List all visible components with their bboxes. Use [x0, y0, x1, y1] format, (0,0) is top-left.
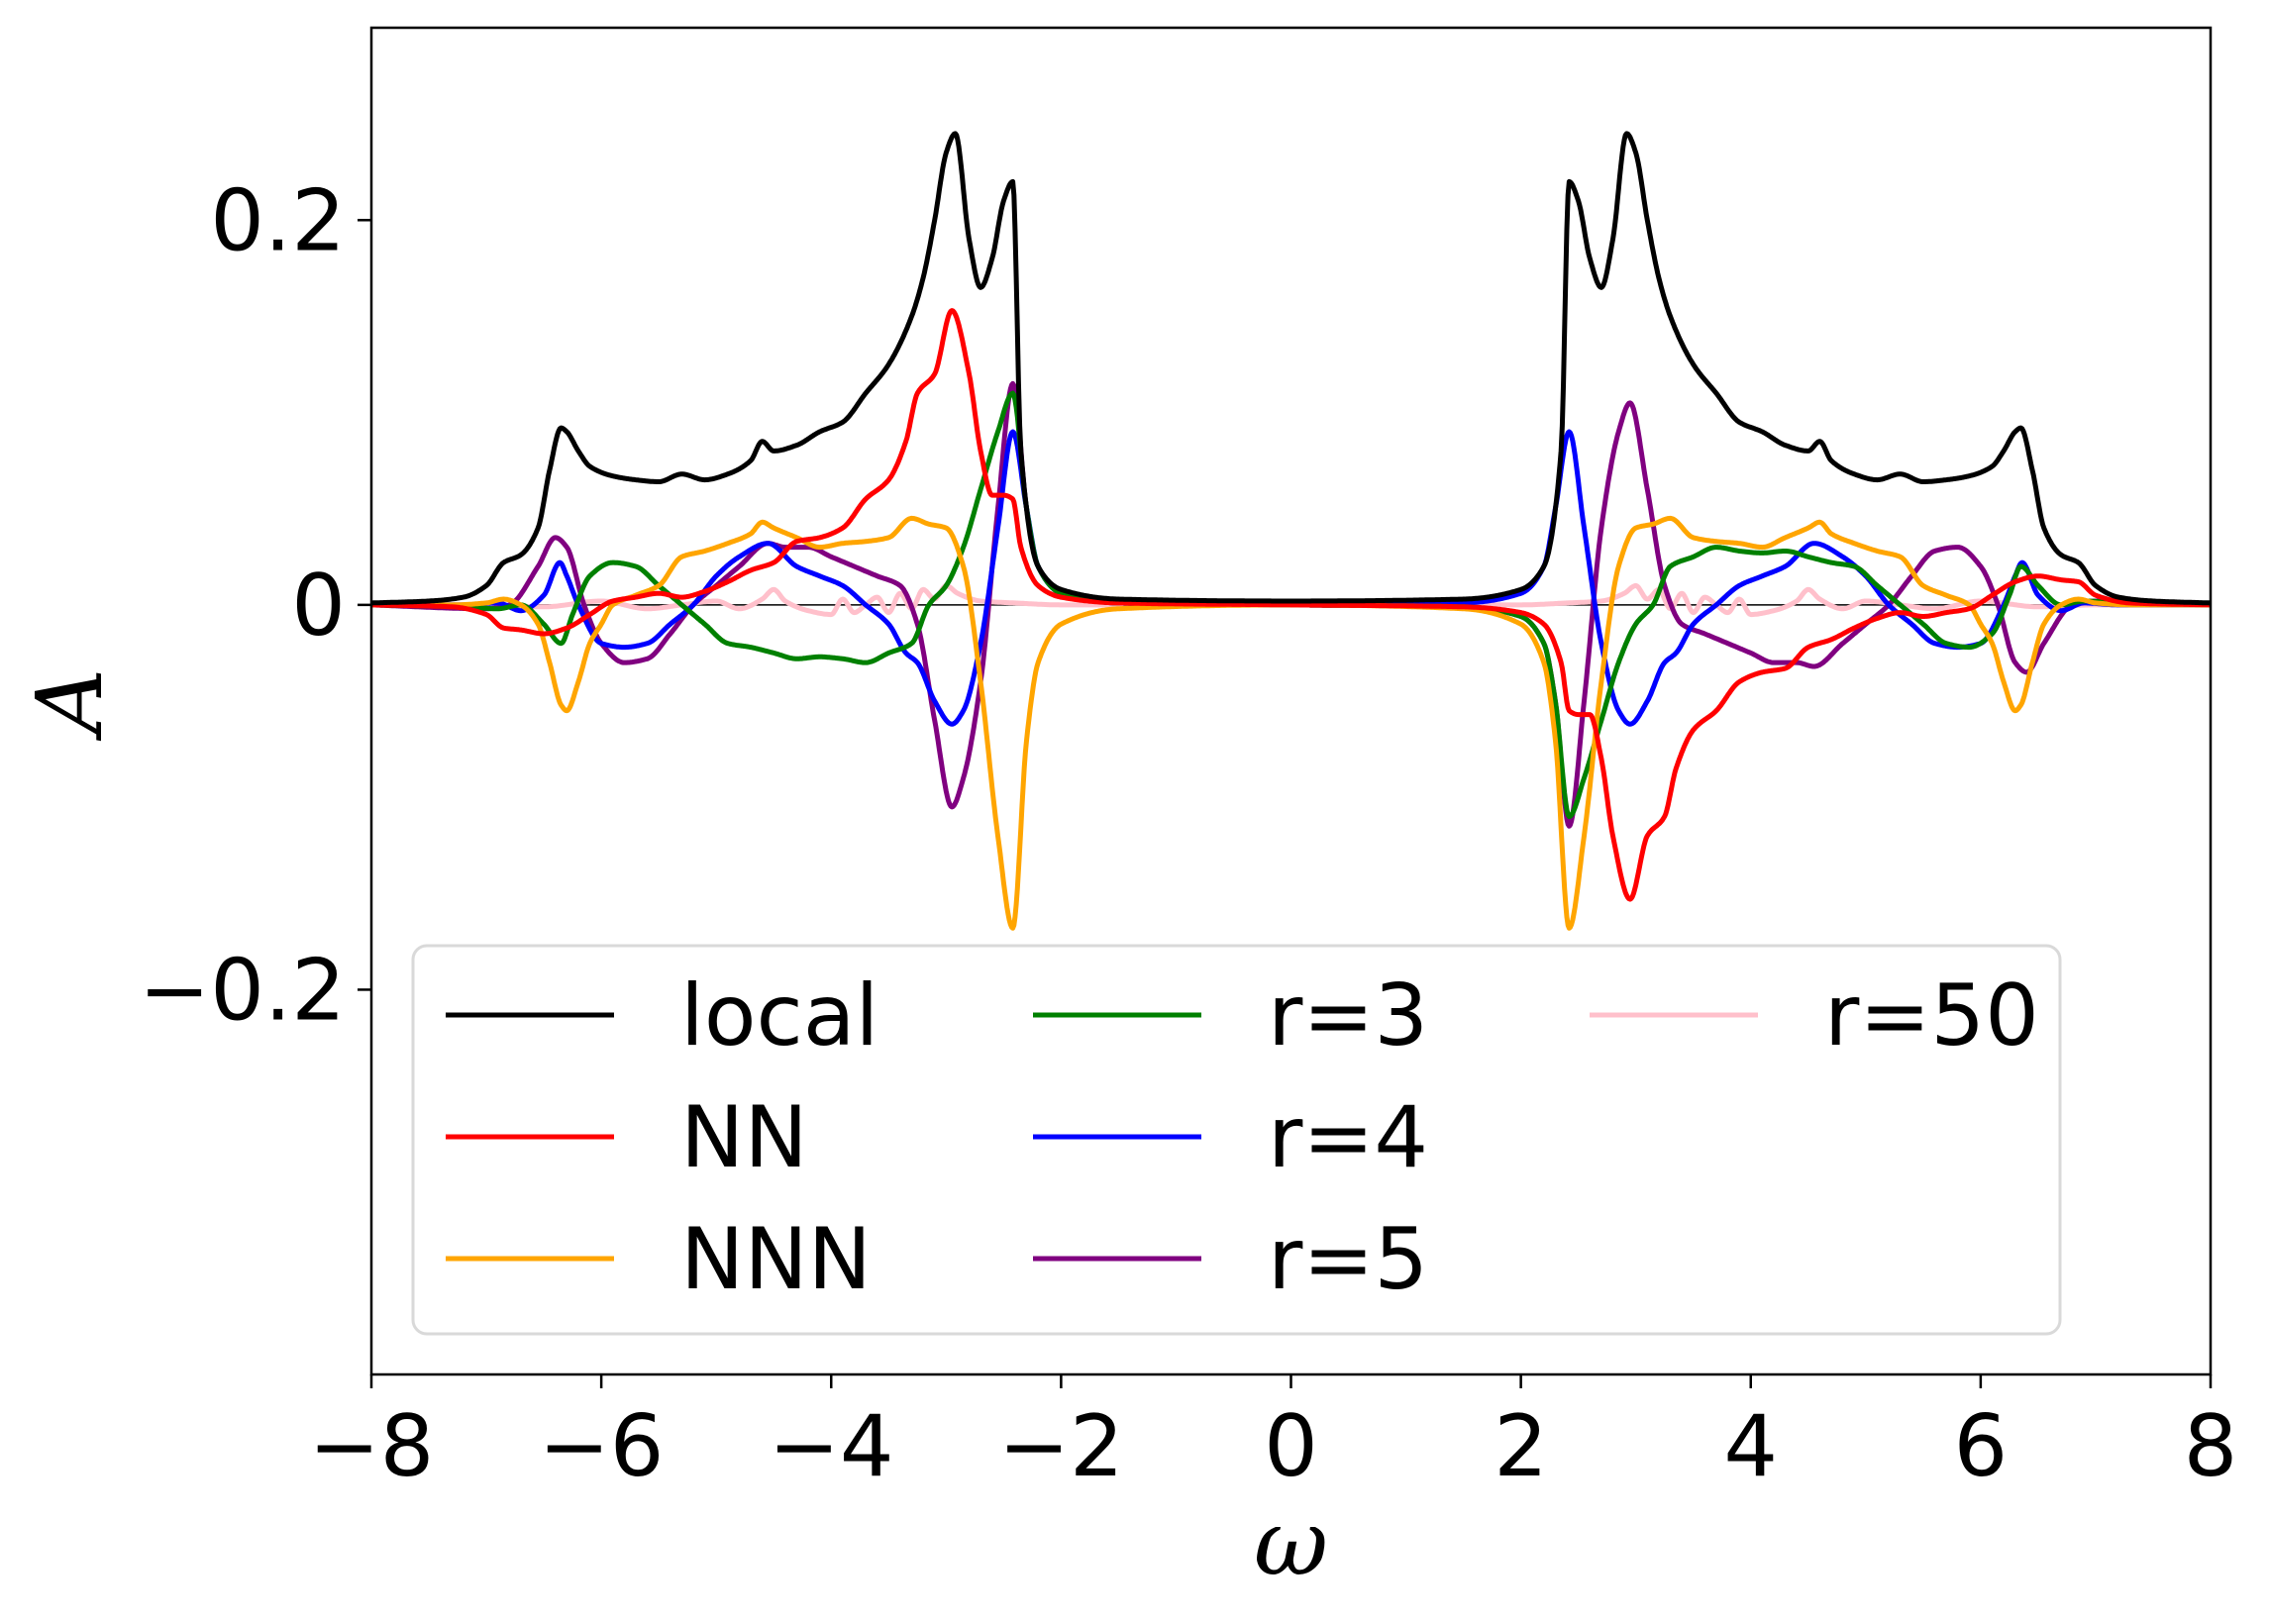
- x-tick-label: −6: [539, 1397, 665, 1496]
- y-tick-label: 0: [291, 557, 346, 656]
- y-tick-label: −0.2: [139, 941, 346, 1040]
- legend-entry: r=50: [1590, 966, 2039, 1066]
- legend-entry: r=5: [1033, 1210, 1428, 1309]
- x-tick-label: 0: [1264, 1397, 1318, 1496]
- series-line-nn: [369, 308, 2213, 902]
- y-axis-title: A: [17, 668, 123, 742]
- legend-entry: r=4: [1033, 1088, 1428, 1187]
- axes: −8 −6 −4 −2 0 2 4 6 8 −0.2 0 0.2 ω A: [17, 26, 2238, 1596]
- y-tick-label: 0.2: [210, 171, 346, 270]
- series-line-local: [369, 131, 2213, 606]
- legend-entry: r=3: [1033, 966, 1428, 1066]
- legend-label: r=4: [1268, 1088, 1428, 1187]
- x-tick-label: 8: [2184, 1397, 2238, 1496]
- series-lines: [369, 131, 2213, 931]
- legend-label: r=3: [1268, 966, 1428, 1066]
- legend-label: r=5: [1268, 1210, 1428, 1309]
- x-tick-label: −8: [309, 1397, 435, 1496]
- x-axis-title: ω: [1254, 1490, 1328, 1596]
- legend-entry: NN: [446, 1088, 808, 1187]
- legend-box: [411, 944, 2062, 1336]
- x-tick-label: 2: [1494, 1397, 1548, 1496]
- x-tick-label: 6: [1954, 1397, 2009, 1496]
- x-tick-label: −2: [998, 1397, 1124, 1496]
- x-tick-label: −4: [769, 1397, 894, 1496]
- legend-entry: local: [446, 966, 878, 1066]
- legend-label: r=50: [1824, 966, 2039, 1066]
- x-tick-label: 4: [1723, 1397, 1778, 1496]
- legend-label: local: [680, 966, 878, 1066]
- legend-entry: NNN: [446, 1210, 872, 1309]
- legend-label: NN: [680, 1088, 808, 1187]
- legend-label: NNN: [680, 1210, 872, 1309]
